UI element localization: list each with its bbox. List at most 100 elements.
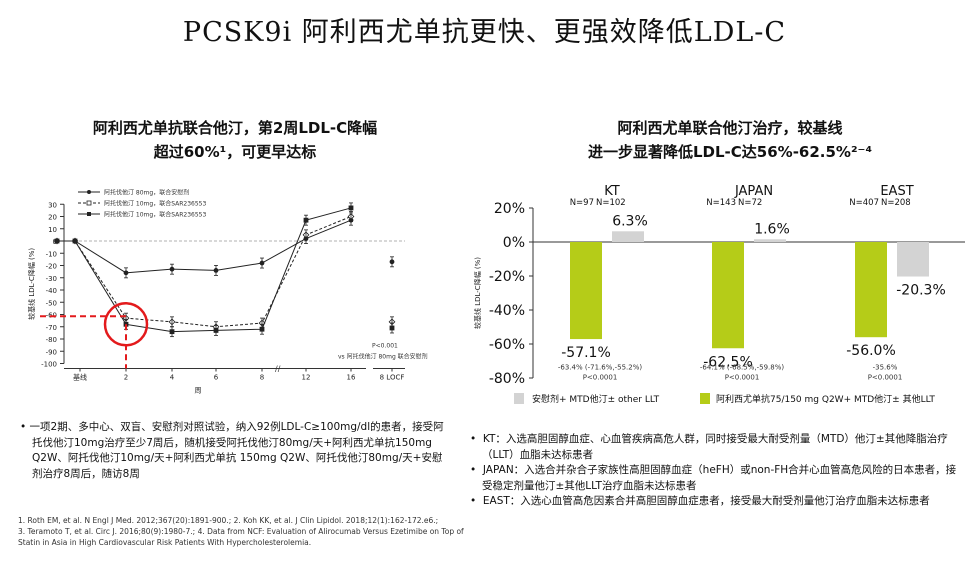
x-tick-label: 4 [170, 374, 175, 382]
data-label: -57.1% [561, 345, 611, 361]
reference-line: 1. Roth EM, et al. N Engl J Med. 2012;36… [18, 516, 439, 525]
series-line [57, 219, 352, 274]
line-chart-series [53, 202, 396, 338]
bar-chart-legend: 安慰剂+ MTD他汀± other LLT 阿利西尤单抗75/150 mg Q2W… [514, 393, 935, 405]
x-tick-label: 16 [347, 374, 356, 382]
y-tick-label: 20 [48, 214, 57, 222]
y-axis-label: 较基线 LDL-C降幅 (%) [473, 257, 482, 329]
y-tick-label: -50 [46, 299, 57, 307]
y-tick-label: -60% [489, 337, 525, 353]
ci-label: -64.1% (-68.5%,-59.8%) [700, 364, 784, 372]
y-tick-label: -10 [46, 250, 57, 258]
group-name: EAST [880, 184, 913, 199]
left-bullet-1: • 一项2期、多中心、双盲、安慰剂对照试验，纳入92例LDL-C≥100mg/d… [20, 421, 444, 480]
ci-label: -63.4% (-71.6%,-55.2%) [558, 364, 642, 372]
right-bullets: • KT：入选高胆固醇血症、心血管疾病高危人群，同时接受最大耐受剂量（MTD）他… [470, 432, 960, 510]
y-tick-label: 20% [494, 201, 525, 217]
line-chart-axes: 3020100-10-20-30-40-50-60-70-80-90-100较基… [27, 201, 405, 395]
data-label: 6.3% [612, 213, 648, 229]
legend-swatch [514, 393, 524, 404]
x-tick-label: 8 [260, 374, 264, 382]
right-bullet-2: • JAPAN：入选合并杂合子家族性高胆固醇血症（heFH）或non-FH合并心… [470, 464, 957, 492]
reference-line: Statin in Asia in High Cardiovascular Ri… [18, 538, 312, 547]
y-tick-label: -80 [46, 336, 57, 344]
group-n-left: N=97 [570, 198, 594, 208]
legend-label: 阿托伐他汀 10mg，联合SAR236553 [104, 211, 206, 219]
p-value: P<0.0001 [868, 374, 903, 382]
bar [897, 242, 929, 277]
x-tick-label: 2 [124, 374, 128, 382]
group-n-right: N=102 [596, 198, 626, 208]
left-heading-line1: 阿利西尤单抗联合他汀，第2周LDL-C降幅 [92, 119, 378, 137]
y-tick-label: -70 [46, 324, 57, 332]
y-tick-label: -100 [41, 361, 57, 369]
y-tick-label: -80% [489, 371, 525, 387]
data-label: -56.0% [846, 343, 896, 359]
line-chart: 3020100-10-20-30-40-50-60-70-80-90-100较基… [27, 189, 428, 395]
right-heading-line1: 阿利西尤单联合他汀治疗，较基线 [617, 119, 843, 137]
series-line [57, 207, 352, 333]
y-tick-label: -40% [489, 303, 525, 319]
y-tick-label: -20% [489, 269, 525, 285]
left-heading: 阿利西尤单抗联合他汀，第2周LDL-C降幅 超过60%¹，可更早达标 [40, 116, 430, 164]
legend-label: 安慰剂+ MTD他汀± other LLT [532, 393, 660, 405]
data-label: 1.6% [754, 221, 790, 237]
x-tick-label: 基线 [73, 373, 87, 382]
line-chart-annotations: vs 阿托伐他汀 80mg 联合安慰剂 P<0.001 [40, 302, 428, 369]
legend-marker [87, 190, 91, 194]
data-label: -62.5% [703, 354, 753, 370]
right-heading: 阿利西尤单联合他汀治疗，较基线 进一步显著降低LDL-C达56%-62.5%²⁻… [520, 116, 940, 164]
y-tick-label: 0% [503, 235, 525, 251]
data-point [54, 238, 60, 244]
legend-label: 阿利西尤单抗75/150 mg Q2W+ MTD他汀± 其他LLT [716, 393, 935, 405]
bar-chart-labels: KT N=97 N=102 -57.1% 6.3% -63.4% (-71.6%,-55.… [558, 184, 946, 382]
x-tick-label: 12 [302, 374, 311, 382]
bar [754, 239, 786, 242]
group-name: KT [604, 184, 620, 199]
annotation: vs 阿托伐他汀 80mg 联合安慰剂 [338, 353, 428, 361]
legend-swatch [700, 393, 710, 404]
p-value: P<0.0001 [725, 374, 760, 382]
y-tick-label: -40 [46, 287, 57, 295]
data-label: -20.3% [896, 283, 946, 299]
x-axis-label: 周 [195, 387, 202, 395]
axis-break: // [275, 365, 281, 374]
x-tick-label: 8 LOCF [380, 374, 405, 382]
y-tick-label: 30 [48, 201, 57, 209]
group-n-left: N=143 [706, 198, 736, 208]
annotation: P<0.001 [372, 343, 398, 350]
y-tick-label: -20 [46, 263, 57, 271]
group-n-right: N=208 [881, 198, 911, 208]
group-n-left: N=407 [849, 198, 879, 208]
y-tick-label: -90 [46, 348, 57, 356]
right-bullet-1: • KT：入选高胆固醇血症、心血管疾病高危人群，同时接受最大耐受剂量（MTD）他… [470, 433, 948, 461]
page-title: PCSK9i 阿利西尤单抗更快、更强效降低LDL-C [182, 17, 787, 48]
legend-label: 阿托伐他汀 10mg，联合SAR236553 [104, 200, 206, 208]
left-bullets: • 一项2期、多中心、双盲、安慰剂对照试验，纳入92例LDL-C≥100mg/d… [20, 420, 450, 482]
y-axis-label: 较基线 LDL-C降幅 (%) [27, 248, 36, 320]
legend-marker [86, 200, 92, 206]
group-n-right: N=72 [738, 198, 762, 208]
x-tick-label: 6 [214, 374, 219, 382]
left-heading-line2: 超过60%¹，可更早达标 [153, 143, 317, 161]
y-tick-label: -30 [46, 275, 57, 283]
bar [612, 231, 644, 242]
bar-chart-bars [570, 231, 929, 349]
bar [570, 242, 602, 340]
legend-marker [87, 212, 91, 216]
data-point [72, 238, 78, 244]
ci-label: -35.6% [873, 364, 898, 372]
references: 1. Roth EM, et al. N Engl J Med. 2012;36… [18, 515, 464, 548]
legend-label: 阿托伐他汀 80mg，联合安慰剂 [104, 189, 189, 197]
bar [855, 242, 887, 338]
group-name: JAPAN [734, 184, 773, 199]
bar [712, 242, 744, 349]
bar-chart-axes: 20% 0% -20% -40% -60% -80% 较基线 LDL-C降幅 (%) [473, 201, 965, 387]
p-value: P<0.0001 [583, 374, 618, 382]
bar-chart: 20%0%-20%-40%-60%-80%较基线 LDL-C降幅 (%) KTN… [473, 184, 965, 405]
y-tick-label: 10 [48, 226, 57, 234]
right-heading-line2: 进一步显著降低LDL-C达56%-62.5%²⁻⁴ [587, 143, 873, 161]
right-bullet-3: • EAST：入选心血管高危因素合并高胆固醇血症患者，接受最大耐受剂量他汀治疗血… [470, 495, 930, 507]
reference-line: 3. Teramoto T, et al. Circ J. 2016;80(9)… [18, 527, 464, 536]
